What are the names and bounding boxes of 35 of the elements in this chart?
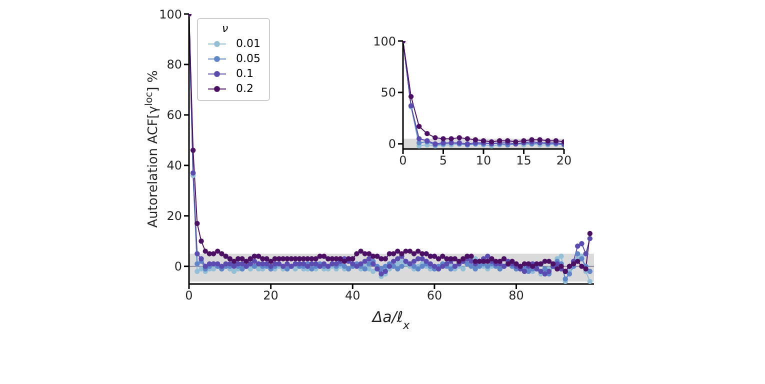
point [456,135,462,140]
point [472,137,478,142]
y-tick-label: 100 [159,7,182,22]
legend-label: 0.05 [236,52,260,65]
point [464,136,470,142]
legend-title: ν [221,22,230,35]
x-tick-label: 5 [439,154,448,168]
x-tick-label: 20 [556,154,572,168]
point [408,94,414,100]
y-tick-label: 60 [166,108,182,122]
x-tick-label: 80 [508,288,524,303]
point [416,136,422,142]
point [537,137,542,142]
x-tick-label: 15 [516,154,532,168]
point [440,136,446,142]
x-tick-label: 20 [263,288,278,303]
legend-label: 0.1 [236,67,254,80]
y-tick-label: 80 [166,58,182,72]
legend-label: 0.2 [236,82,254,95]
y-tick-label: 0 [388,137,396,152]
y-tick-label: 0 [174,260,182,274]
x-tick-label: 60 [426,288,442,303]
legend-label: 0.01 [236,37,260,50]
point [432,135,438,140]
x-tick-label: 0 [399,154,407,168]
y-tick-label: 20 [166,209,182,224]
point [448,136,454,142]
y-tick-label: 50 [380,86,396,100]
point [424,130,430,136]
y-tick-label: 100 [373,34,396,48]
x-tick-label: 10 [476,154,492,168]
x-tick-label: 40 [344,288,360,303]
point [416,124,422,129]
x-tick-label: 0 [185,288,193,303]
x-axis-title: Δa/ℓ$_{x}$ [371,308,410,332]
